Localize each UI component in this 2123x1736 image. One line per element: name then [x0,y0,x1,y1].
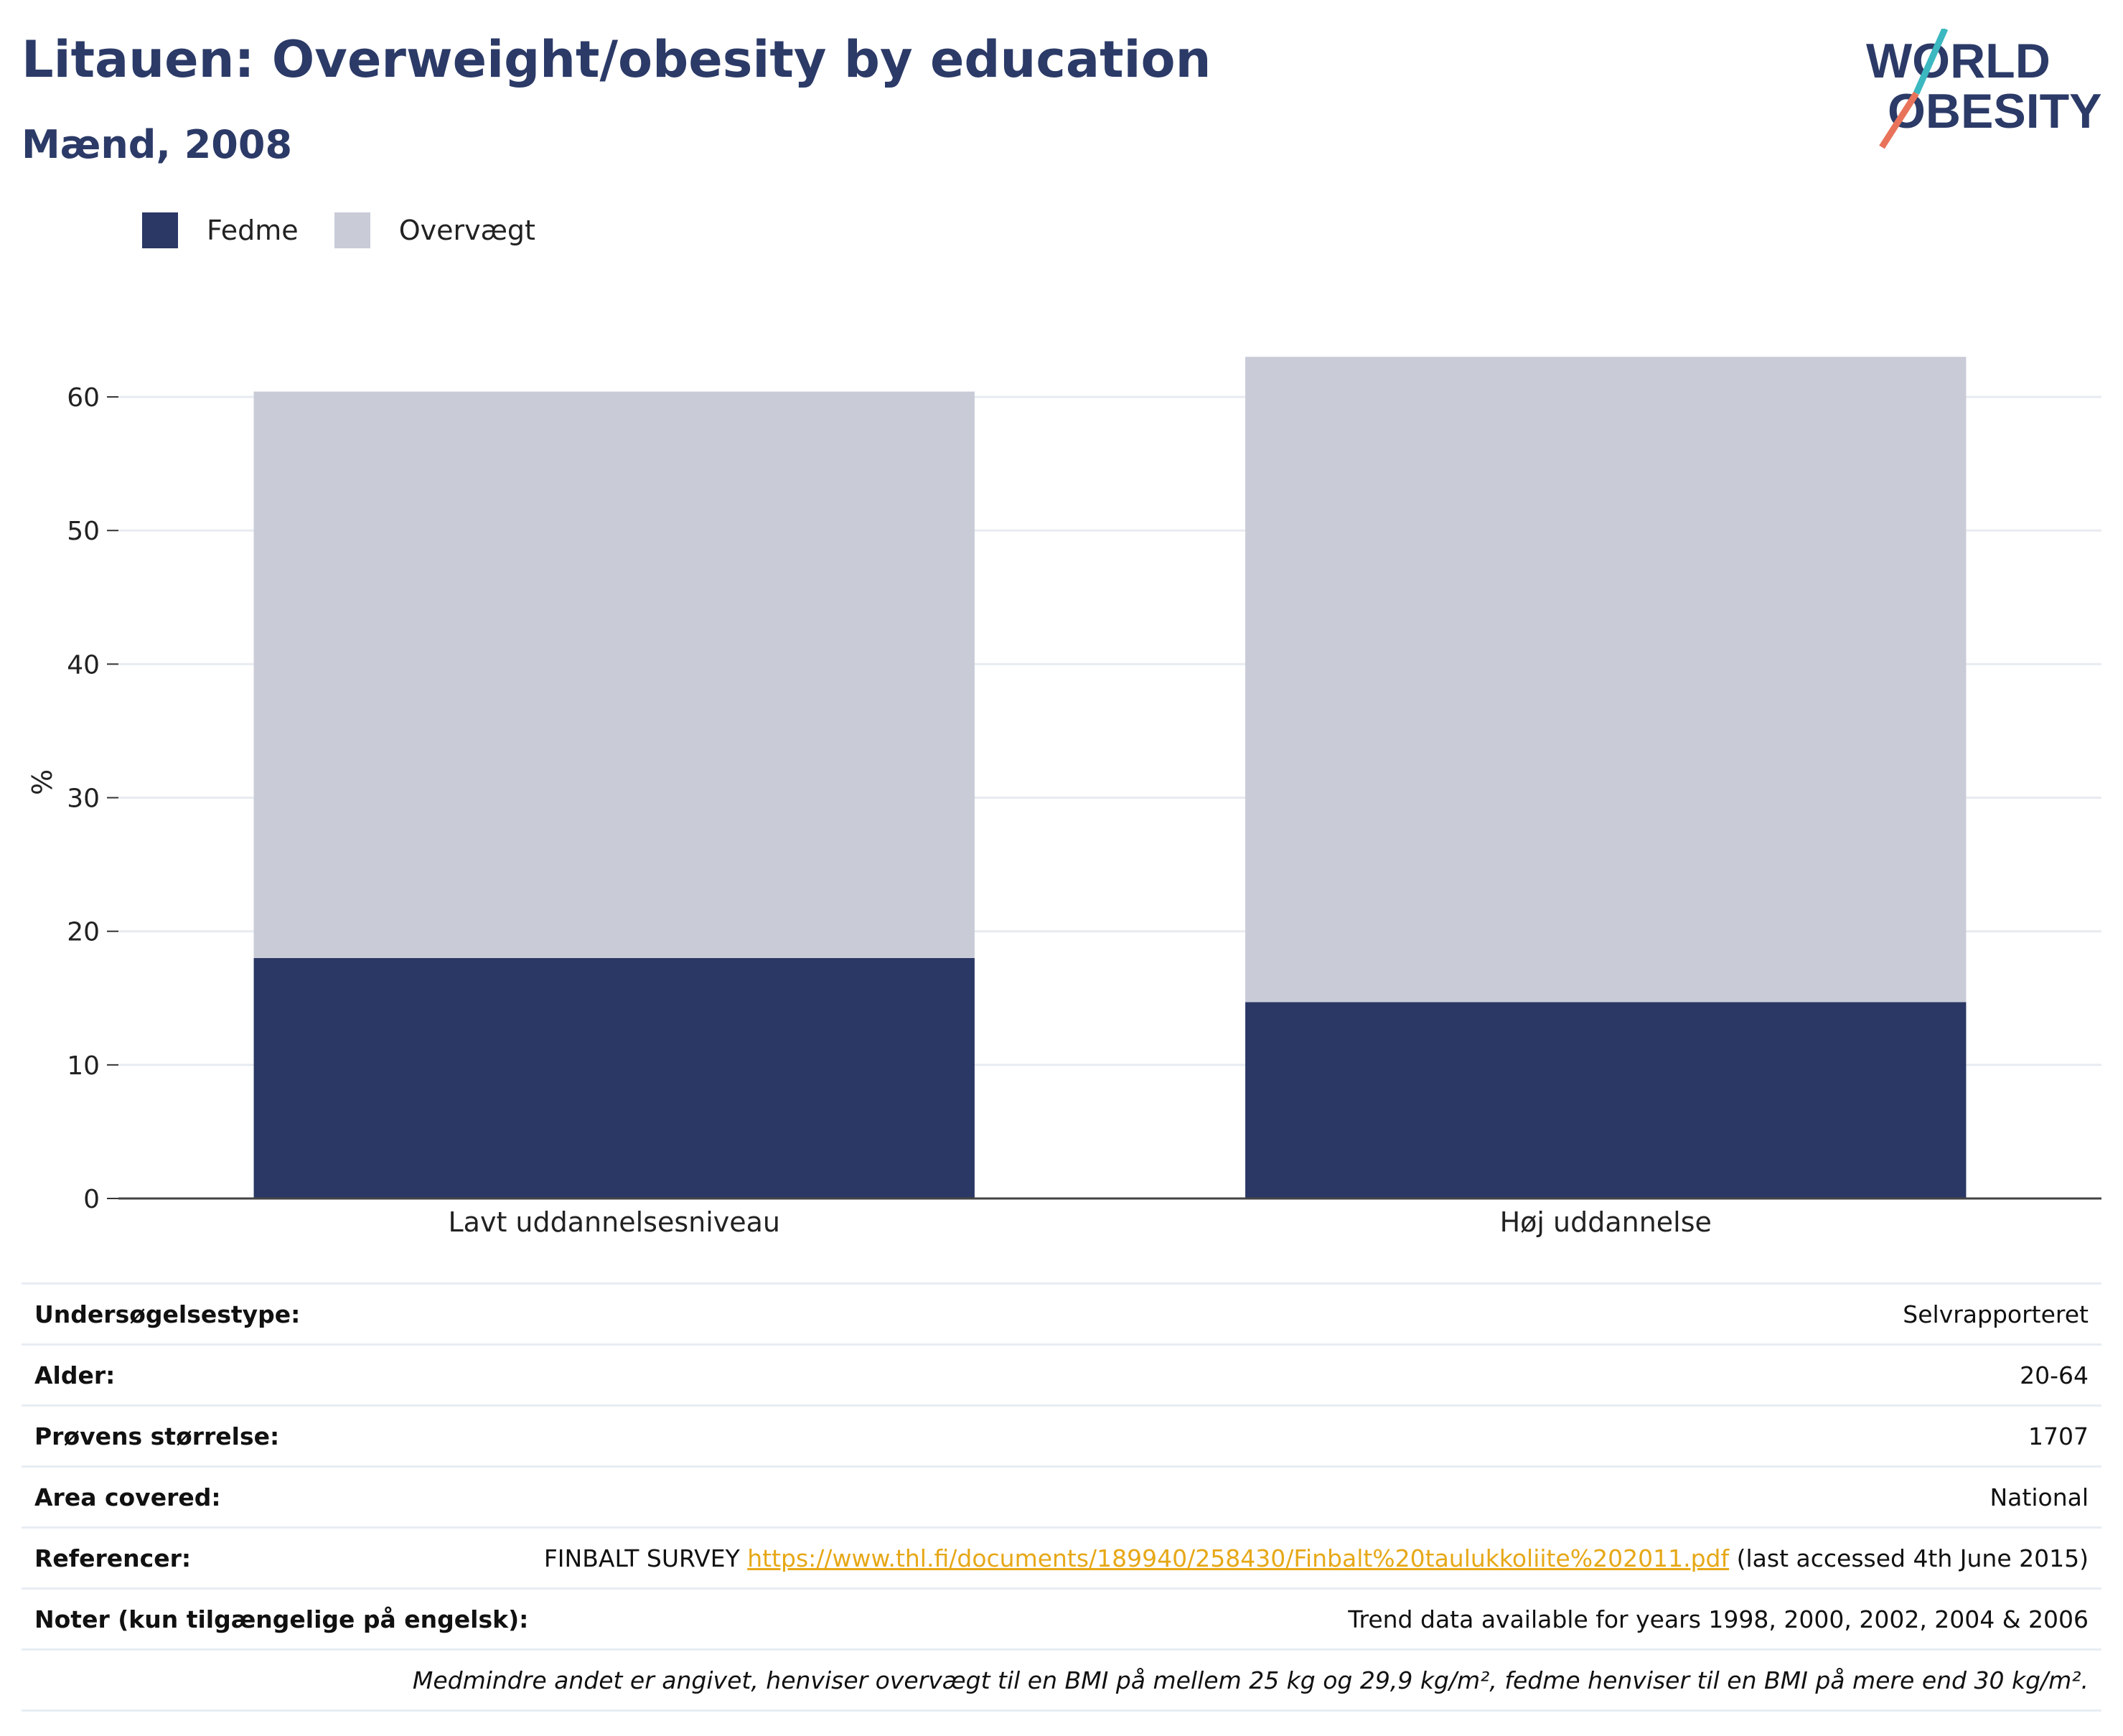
info-label: Undersøgelsestype: [34,1300,301,1328]
bar-overvaegt-1[interactable] [1245,357,1967,1003]
legend-swatch-fedme [142,212,178,248]
y-tick-label: 0 [83,1185,100,1214]
legend-label-fedme: Fedme [207,215,299,246]
svg-text:OBESITY: OBESITY [1888,84,2102,139]
info-value: Selvrapporteret [1903,1300,2089,1328]
info-value: Trend data available for years 1998, 200… [1348,1605,2089,1633]
legend-swatch-overvaegt [334,212,370,248]
bar-fedme-0[interactable] [253,957,975,1198]
info-label: Noter (kun tilgængelige på engelsk): [34,1605,529,1633]
references-value: FINBALT SURVEY https://www.thl.fi/docume… [544,1544,2101,1572]
y-axis-label: % [27,769,58,795]
bars [253,357,1967,1198]
info-row-sample-size: Prøvens størrelse: 1707 [22,1404,2101,1465]
info-label: Area covered: [34,1483,221,1511]
y-tick-label: 10 [67,1051,100,1081]
y-tick-label: 50 [67,517,100,546]
info-label: Alder: [34,1361,116,1389]
x-tick-label: Lavt uddannelsesniveau [449,1206,781,1238]
chart-subtitle: Mænd, 2008 [22,122,293,167]
legend-item-fedme[interactable]: Fedme [142,212,299,248]
info-table: Undersøgelsestype: Selvrapporteret Alder… [22,1282,2101,1712]
reference-suffix: (last accessed 4th June 2015) [1729,1544,2089,1572]
axes: 0 10 20 30 40 50 60 Lavt uddannelsesniveau Høj u… [67,383,2101,1238]
chart-legend: Fedme Overvægt [142,212,571,248]
bar-chart: 0 10 20 30 40 50 60 Lavt uddannelsesniveau Høj u… [27,357,2101,1238]
info-row-age: Alder: 20-64 [22,1343,2101,1404]
info-value: National [1990,1483,2089,1511]
info-label: Referencer: [34,1544,192,1572]
footnote: Medmindre andet er angivet, henviser ove… [412,1666,2089,1694]
bar-fedme-1[interactable] [1245,1002,1967,1198]
reference-prefix: FINBALT SURVEY [543,1544,748,1572]
info-row-area: Area covered: National [22,1465,2101,1526]
info-row-footnote: Medmindre andet er angivet, henviser ove… [22,1648,2101,1712]
info-row-survey-type: Undersøgelsestype: Selvrapporteret [22,1282,2101,1343]
x-tick-label: Høj uddannelse [1500,1206,1712,1238]
chart-title: Litauen: Overweight/obesity by education [22,30,1212,89]
y-tick-label: 20 [67,918,100,947]
world-obesity-logo: WORLD OBESITY [1866,29,2102,149]
info-row-notes: Noter (kun tilgængelige på engelsk): Tre… [22,1587,2101,1648]
reference-link[interactable]: https://www.thl.fi/documents/189940/2584… [747,1544,1730,1572]
y-tick-label: 60 [67,383,100,413]
y-tick-label: 30 [67,784,100,814]
info-row-references: Referencer: FINBALT SURVEY https://www.t… [22,1526,2101,1587]
y-tick-label: 40 [67,650,100,680]
legend-label-overvaegt: Overvægt [398,215,535,246]
svg-text:WORLD: WORLD [1866,34,2051,88]
bar-overvaegt-0[interactable] [253,391,975,958]
info-value: 1707 [2028,1422,2089,1450]
legend-item-overvaegt[interactable]: Overvægt [334,212,535,248]
info-value: 20-64 [2020,1361,2089,1389]
info-label: Prøvens størrelse: [34,1422,280,1450]
